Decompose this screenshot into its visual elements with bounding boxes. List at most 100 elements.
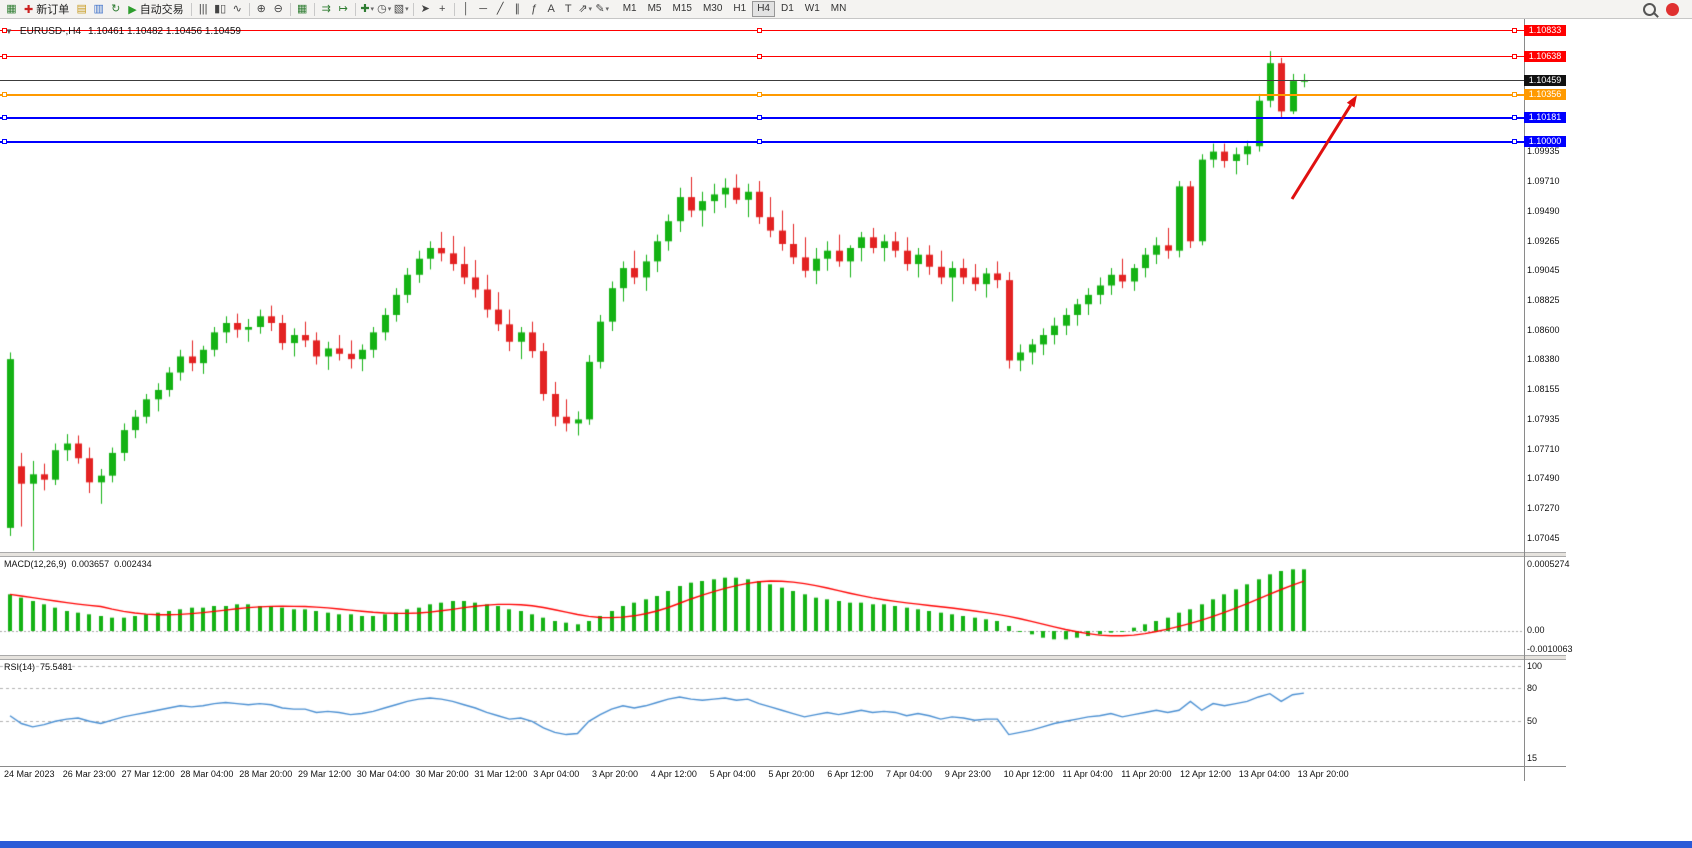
rsi-canvas[interactable] xyxy=(0,660,1524,766)
time-label: 13 Apr 20:00 xyxy=(1297,769,1349,779)
autotrading-button[interactable]: ▶ 自动交易 xyxy=(124,1,187,17)
vertical-line-icon[interactable]: │ xyxy=(458,1,475,17)
bar-chart-icon[interactable]: ||| xyxy=(195,1,212,17)
auto-scroll-icon[interactable]: ⇉ xyxy=(318,1,335,17)
price-badge-1.10459: 1.10459 xyxy=(1524,74,1566,86)
time-axis[interactable]: 24 Mar 2023 26 Mar 23:00 27 Mar 12:00 28 Ma… xyxy=(0,766,1566,782)
arrows-icon[interactable]: ⇗ ▾ xyxy=(577,1,594,17)
new-chart-icon-glyph: ▦ xyxy=(6,2,17,15)
horizontal-line-1.10833[interactable] xyxy=(0,30,1524,32)
new-chart-icon[interactable]: ▦ xyxy=(3,1,20,17)
zoom-out-icon[interactable]: ⊖ xyxy=(270,1,287,17)
pane-separator[interactable] xyxy=(0,655,1566,660)
line-handle[interactable] xyxy=(2,139,7,145)
time-label: 29 Mar 12:00 xyxy=(298,769,352,779)
tile-windows-icon[interactable]: ▦ xyxy=(294,1,311,17)
notification-icon[interactable] xyxy=(1666,2,1679,16)
crosshair-icon[interactable]: + xyxy=(434,1,451,17)
templates-icon[interactable]: ▧ ▾ xyxy=(393,1,410,17)
rsi-scale-100: 100 xyxy=(1527,661,1543,671)
pane-separator[interactable] xyxy=(0,552,1566,557)
candlestick-canvas[interactable] xyxy=(0,19,1524,552)
zoom-in-icon[interactable]: ⊕ xyxy=(253,1,270,17)
line-handle[interactable] xyxy=(757,91,762,97)
fibonacci-icon-glyph: ƒ xyxy=(531,2,538,15)
timeframe-button-m5[interactable]: M5 xyxy=(643,1,667,17)
timeframe-button-d1[interactable]: D1 xyxy=(776,1,799,17)
price-tick-1.07710: 1.07710 xyxy=(1527,443,1560,454)
search-icon[interactable] xyxy=(1643,2,1656,16)
line-handle[interactable] xyxy=(2,91,7,97)
price-tick-1.07270: 1.07270 xyxy=(1527,502,1560,513)
timeframe-button-h4[interactable]: H4 xyxy=(752,1,775,17)
text-icon[interactable]: A xyxy=(543,1,560,17)
line-handle[interactable] xyxy=(1512,91,1517,97)
rsi-name: RSI(14) xyxy=(4,662,36,672)
timeframe-button-mn[interactable]: MN xyxy=(826,1,852,17)
timeframe-button-h1[interactable]: H1 xyxy=(728,1,751,17)
horizontal-line-1.10459[interactable] xyxy=(0,80,1524,82)
channel-icon[interactable]: ∥ xyxy=(509,1,526,17)
rsi-pane[interactable]: RSI(14) 75.5481 100 80 50 15 xyxy=(0,660,1566,766)
horizontal-line-1.10638[interactable] xyxy=(0,56,1524,58)
macd-scale-zero: 0.00 xyxy=(1527,625,1545,635)
line-chart-icon[interactable]: ∿ xyxy=(229,1,246,17)
timeframe-button-m1[interactable]: M1 xyxy=(618,1,642,17)
line-handle[interactable] xyxy=(757,27,762,33)
toolbar-separator xyxy=(190,2,192,16)
main-chart-pane[interactable]: ▼ EURUSD-,H4 1.10461 1.10482 1.10456 1.1… xyxy=(0,19,1566,552)
line-handle[interactable] xyxy=(2,27,7,33)
price-badge-1.10833: 1.10833 xyxy=(1524,24,1566,36)
toolbar-separator xyxy=(412,2,414,16)
line-handle[interactable] xyxy=(2,53,7,59)
templates-icon-glyph: ▧ xyxy=(393,2,405,15)
time-label: 3 Apr 20:00 xyxy=(592,769,639,779)
macd-pane[interactable]: MACD(12,26,9) 0.003657 0.002434 0.000527… xyxy=(0,557,1573,655)
timeframe-group: M1 M5 M15 M30 H1 H4 D1 W1 MN xyxy=(618,1,852,17)
line-handle[interactable] xyxy=(1512,114,1517,120)
horizontal-line-1.10000[interactable] xyxy=(0,141,1524,144)
auto-scroll-icon-glyph: ⇉ xyxy=(321,2,331,15)
horizontal-line-1.10356[interactable] xyxy=(0,93,1524,96)
line-handle[interactable] xyxy=(1512,139,1517,145)
indicators-icon[interactable]: ✚ ▾ xyxy=(359,1,376,17)
macd-canvas[interactable] xyxy=(0,557,1524,655)
cursor-icon[interactable]: ➤ xyxy=(417,1,434,17)
new-order-button[interactable]: ✚ 新订单 xyxy=(20,1,73,17)
timeframe-button-w1[interactable]: W1 xyxy=(800,1,825,17)
trendline-icon[interactable]: ╱ xyxy=(492,1,509,17)
data-window-icon[interactable]: ▥ xyxy=(90,1,107,17)
line-handle[interactable] xyxy=(2,114,7,120)
line-handle[interactable] xyxy=(1512,27,1517,33)
candlestick-chart-icon-glyph: ▮▯ xyxy=(214,2,227,15)
line-handle[interactable] xyxy=(1512,53,1517,59)
horizontal-line-icon[interactable]: ─ xyxy=(475,1,492,17)
one-click-trading-toggle[interactable]: ▼ xyxy=(5,27,13,36)
fibonacci-icon[interactable]: ƒ xyxy=(526,1,543,17)
dropdown-caret-icon: ▾ xyxy=(405,5,409,13)
timeframe-button-m30[interactable]: M30 xyxy=(698,1,727,17)
vertical-line-icon-glyph: │ xyxy=(462,2,470,15)
ohlc-values: 1.10461 1.10482 1.10456 1.10459 xyxy=(88,26,241,37)
horizontal-line-1.10181[interactable] xyxy=(0,116,1524,119)
price-tick-1.09265: 1.09265 xyxy=(1527,235,1560,246)
market-watch-icon[interactable]: ▤ xyxy=(73,1,90,17)
price-tick-1.07045: 1.07045 xyxy=(1527,532,1560,543)
refresh-icon[interactable]: ↻ xyxy=(107,1,124,17)
line-handle[interactable] xyxy=(757,139,762,145)
timeframe-button-m15[interactable]: M15 xyxy=(668,1,697,17)
periods-icon[interactable]: ◷ ▾ xyxy=(376,1,393,17)
toolbar-separator xyxy=(313,2,315,16)
shapes-icon[interactable]: ✎ ▾ xyxy=(594,1,611,17)
time-label: 30 Mar 04:00 xyxy=(356,769,410,779)
text-label-icon[interactable]: T xyxy=(560,1,577,17)
line-handle[interactable] xyxy=(757,114,762,120)
chart-shift-icon[interactable]: ↦ xyxy=(335,1,352,17)
candlestick-chart-icon[interactable]: ▮▯ xyxy=(212,1,229,17)
rsi-label: RSI(14) 75.5481 xyxy=(4,662,73,672)
line-handle[interactable] xyxy=(757,53,762,59)
price-tick-1.08600: 1.08600 xyxy=(1527,324,1560,335)
toolbar: ▦ ✚ 新订单 ▤ ▥ ↻ ▶ 自动交易 ||| ▮▯ ∿ ⊕ ⊖ ▦ ⇉ ↦ ✚ ▾ ◷ ▾ ▧ ▾ ➤ + │ ─ ╱ ∥ ƒ A T ⇗… xyxy=(0,0,1692,19)
price-badge-1.10356: 1.10356 xyxy=(1524,88,1566,100)
time-label: 31 Mar 12:00 xyxy=(474,769,528,779)
